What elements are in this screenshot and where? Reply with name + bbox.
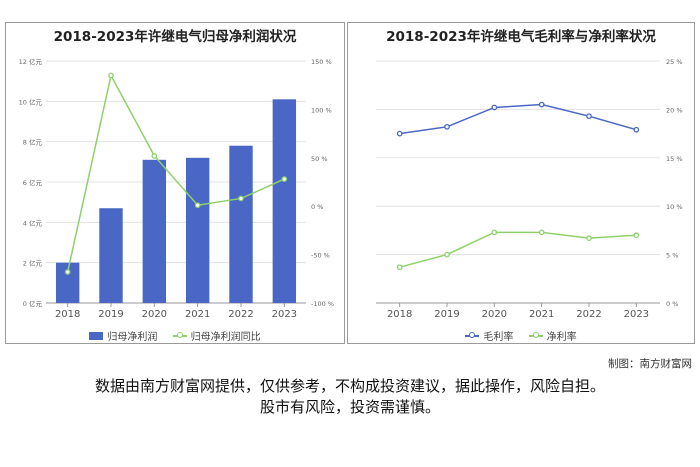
y-right-tick-label: -50 % (311, 252, 330, 260)
point-net-profit-yoy (151, 153, 158, 159)
x-tick-label: 2019 (98, 309, 123, 320)
x-tick-label: 2020 (482, 309, 507, 320)
y-left-tick-label: 6 亿元 (23, 178, 43, 187)
left-chart-panel: 2018-2023年许继电气归母净利润状况 0 亿元 2 亿元 4 亿元 6 亿元 8 … (5, 22, 345, 344)
left-chart-legend: 归母净利润 归母净利润同比 (6, 328, 344, 343)
point-series (586, 235, 592, 241)
line-net-profit-yoy (66, 73, 285, 273)
y-right-tick-label: 15 % (666, 155, 683, 163)
y-left-tick-label: 10 亿元 (19, 97, 43, 106)
left-chart-title: 2018-2023年许继电气归母净利润状况 (53, 29, 297, 45)
point-series (633, 232, 640, 239)
y-left-tick-label: 12 亿元 (19, 57, 43, 66)
x-tick-label: 2019 (434, 309, 459, 320)
y-left-tick-label: 2 亿元 (23, 259, 43, 268)
point-series (633, 126, 640, 133)
legend-item-net-margin[interactable]: 净利率 (528, 328, 577, 343)
x-tick-label: 2022 (228, 309, 253, 320)
y-right-tick-label: 0 % (666, 300, 678, 308)
legend-line-swatch (172, 331, 187, 338)
legend-line-swatch (528, 331, 543, 338)
x-tick-label: 2023 (272, 309, 297, 320)
y-left-tick-label: 0 亿元 (23, 299, 43, 308)
legend-bar-swatch (89, 331, 104, 340)
right-chart-title: 2018-2023年许继电气毛利率与净利率状况 (386, 29, 656, 45)
point-series (444, 251, 450, 258)
bar-net-profit (142, 159, 167, 303)
legend-label: 归母净利润同比 (190, 332, 261, 343)
point-series (586, 113, 592, 120)
y-right-tick-label: 20 % (666, 106, 683, 114)
point-series (538, 229, 545, 236)
disclaimer: 数据由南方财富网提供，仅供参考，不构成投资建议，据此操作，风险自担。 股市有风险… (0, 376, 700, 418)
line-series (399, 103, 637, 135)
x-tick-label: 2021 (185, 309, 210, 320)
right-chart-panel: 2018-2023年许继电气毛利率与净利率状况 0 % 5 % 10 % 15 % 20… (347, 22, 695, 344)
y-right-tick-label: 0 % (311, 203, 323, 211)
y-left-tick-label: 8 亿元 (23, 138, 43, 147)
y-right-tick-label: 25 % (666, 58, 683, 66)
point-series (538, 101, 545, 108)
bar-net-profit (185, 157, 210, 303)
y-right-tick-label: 5 % (666, 252, 678, 260)
point-net-profit-yoy (194, 202, 201, 209)
legend-line-swatch (465, 331, 480, 338)
legend-item-gross-margin[interactable]: 毛利率 (465, 328, 513, 343)
x-tick-label: 2022 (576, 309, 601, 320)
y-right-tick-label: 150 % (311, 58, 332, 66)
x-tick-label: 2023 (624, 309, 649, 320)
legend-label: 净利率 (546, 332, 577, 343)
bar-net-profit (229, 145, 253, 303)
disclaimer-line: 股市有风险，投资需谨慎。 (259, 398, 440, 416)
point-series (491, 229, 498, 236)
x-tick-label: 2021 (529, 309, 554, 320)
line-series (399, 231, 637, 268)
bar-net-profit (99, 208, 123, 303)
legend-label: 毛利率 (483, 332, 514, 343)
x-tick-label: 2018 (55, 309, 80, 320)
disclaimer-line: 数据由南方财富网提供，仅供参考，不构成投资建议，据此操作，风险自担。 (94, 377, 605, 395)
point-series (396, 264, 403, 271)
point-series (444, 123, 450, 130)
x-tick-label: 2020 (142, 309, 167, 320)
legend-item-net-profit[interactable]: 归母净利润 (89, 328, 157, 343)
bar-net-profit (55, 262, 80, 303)
y-right-tick-label: 100 % (311, 106, 332, 114)
right-chart-svg: 0 % 5 % 10 % 15 % 20 % 25 % 2018 2019 2020 2021 20… (376, 58, 683, 320)
left-chart-svg: 0 亿元 2 亿元 4 亿元 6 亿元 8 亿元 10 亿元 12 亿元 -100 % -50 … (19, 57, 334, 320)
point-series (491, 104, 498, 111)
chart-credit: 制图：南方财富网 (608, 358, 692, 370)
y-left-tick-label: 4 亿元 (23, 218, 43, 227)
bar-net-profit (272, 99, 297, 303)
y-right-tick-label: 10 % (666, 203, 683, 211)
right-chart-legend: 毛利率 净利率 (348, 328, 694, 343)
point-series (396, 130, 403, 137)
point-net-profit-yoy (238, 195, 244, 202)
y-right-tick-label: -100 % (311, 300, 334, 308)
legend-item-net-profit-yoy[interactable]: 归母净利润同比 (172, 328, 261, 343)
x-tick-label: 2018 (387, 309, 412, 320)
legend-label: 归母净利润 (107, 332, 158, 343)
y-right-tick-label: 50 % (311, 155, 328, 163)
point-net-profit-yoy (64, 269, 71, 275)
point-net-profit-yoy (108, 72, 114, 79)
point-net-profit-yoy (281, 176, 288, 182)
